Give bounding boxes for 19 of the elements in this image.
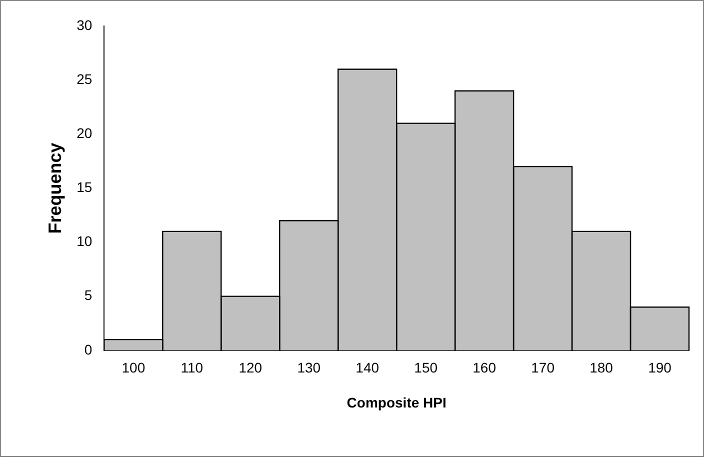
y-tick-label: 15 xyxy=(76,179,92,196)
y-tick-label: 5 xyxy=(84,287,92,304)
y-tick-label: 30 xyxy=(76,16,92,33)
y-tick-label: 25 xyxy=(76,70,92,87)
x-tick-label: 170 xyxy=(531,360,555,376)
x-tick-label: 190 xyxy=(648,360,672,376)
y-tick-label: 20 xyxy=(76,124,92,141)
y-axis-title: Frequency xyxy=(44,142,65,234)
x-tick-label: 130 xyxy=(297,360,321,376)
x-tick-label: 180 xyxy=(590,360,614,376)
x-tick-label: 100 xyxy=(122,360,146,376)
y-tick-label: 0 xyxy=(84,341,92,358)
x-axis-title: Composite HPI xyxy=(346,394,446,410)
x-tick-label: 150 xyxy=(414,360,438,376)
x-tick-label: 160 xyxy=(472,360,496,376)
x-tick-label: 110 xyxy=(180,360,204,376)
x-tick-label: 120 xyxy=(238,360,262,376)
x-tick-label: 140 xyxy=(356,360,380,376)
y-tick-label: 10 xyxy=(76,233,92,250)
